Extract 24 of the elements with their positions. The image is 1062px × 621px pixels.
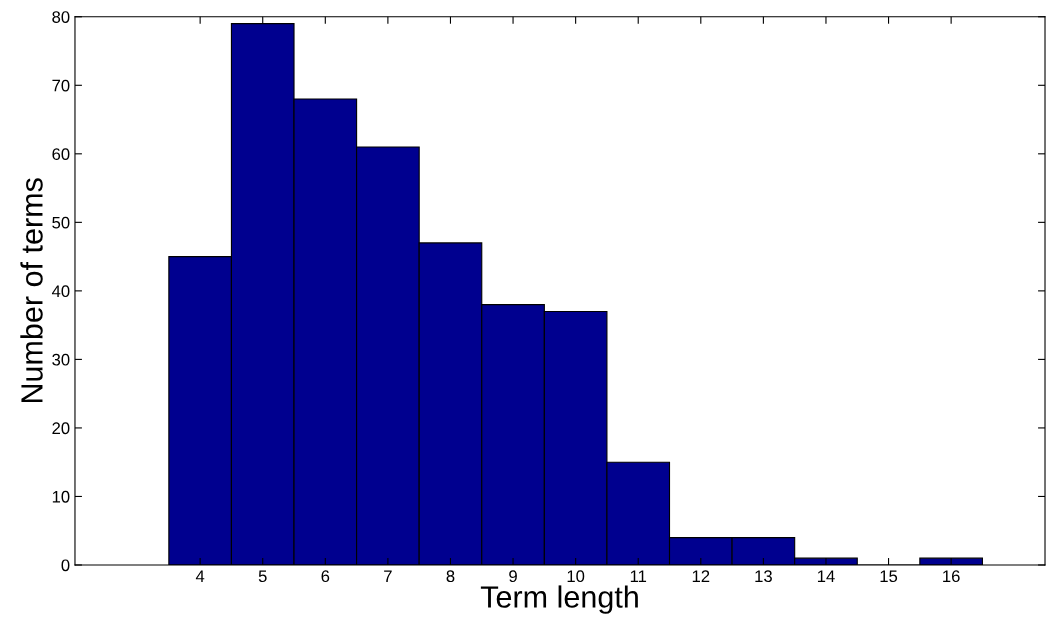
y-tick-label: 10 [52, 490, 70, 503]
x-tick-label: 16 [943, 570, 960, 583]
x-tick-label: 8 [446, 570, 455, 583]
x-tick-label: 12 [692, 570, 710, 582]
x-tick-label: 4 [195, 570, 205, 582]
y-tick-label: 20 [52, 422, 70, 435]
y-tick-label: 60 [52, 148, 70, 161]
y-tick-label: 40 [51, 285, 70, 298]
y-tick-label: 30 [52, 353, 70, 366]
x-tick-label: 15 [880, 570, 898, 583]
y-tick-label: 0 [61, 559, 70, 572]
x-tick-label: 6 [321, 570, 330, 583]
x-tick-label: 7 [384, 570, 392, 582]
x-tick-label: 5 [258, 570, 267, 583]
x-tick-label: 9 [509, 570, 517, 583]
y-tick-label: 50 [52, 216, 70, 229]
x-tick-label: 14 [817, 570, 835, 582]
x-tick-label: 13 [755, 570, 772, 583]
x-tick-label: 11 [630, 570, 647, 582]
y-tick-label: 80 [52, 11, 70, 23]
y-axis-title: Number of terms [20, 178, 43, 403]
y-tick-label: 70 [52, 79, 70, 92]
x-tick-label: 10 [567, 570, 585, 583]
x-axis-title: Term length [480, 585, 638, 614]
